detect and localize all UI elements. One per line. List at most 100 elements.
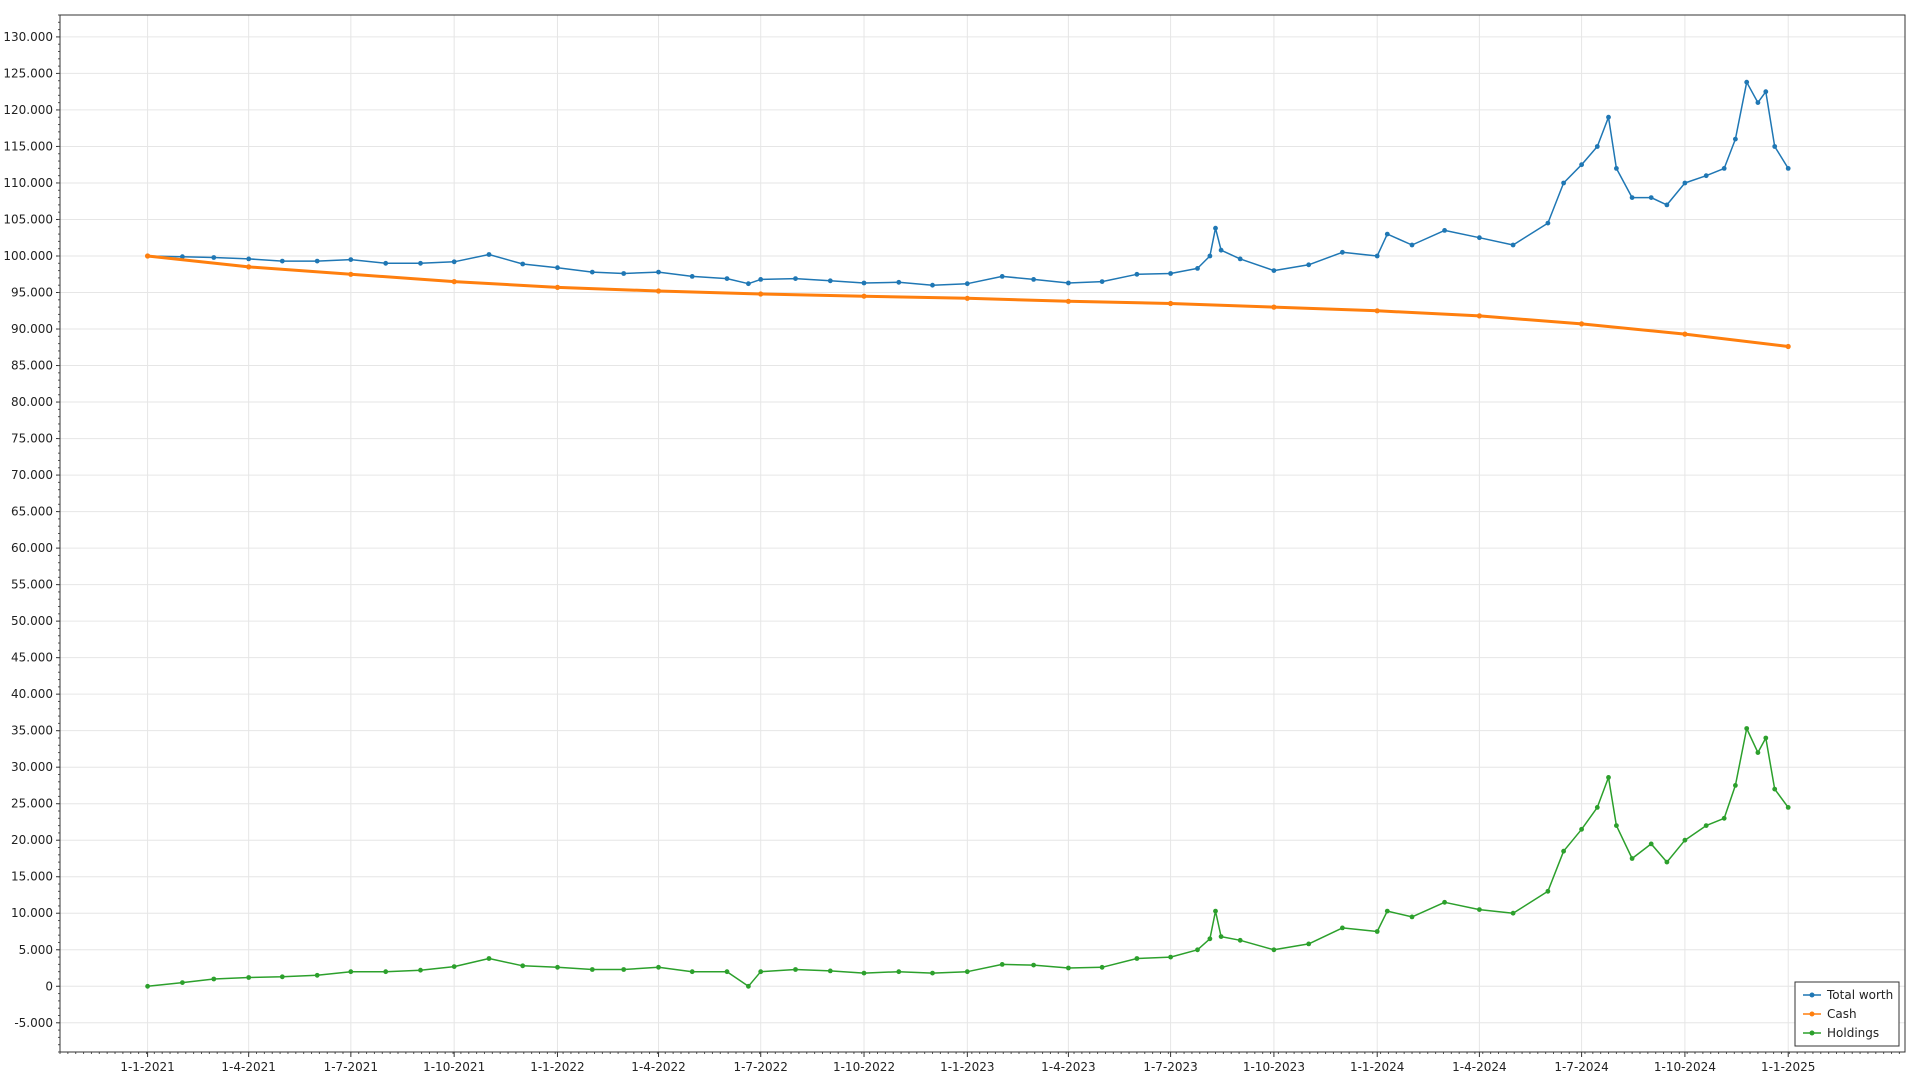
- data-point: [520, 963, 526, 969]
- x-tick-label: 1-4-2023: [1041, 1060, 1095, 1074]
- y-tick-label: 45.000: [11, 651, 53, 665]
- data-point: [1755, 100, 1761, 105]
- x-tick-label: 1-7-2021: [324, 1060, 378, 1074]
- data-point: [1065, 298, 1071, 304]
- data-point: [279, 258, 285, 264]
- data-point: [1721, 166, 1727, 171]
- data-point: [1721, 815, 1727, 821]
- data-point: [655, 288, 662, 294]
- data-point: [451, 279, 457, 285]
- data-point: [1614, 823, 1619, 828]
- y-tick-label: 50.000: [11, 614, 53, 628]
- data-point: [1409, 242, 1415, 248]
- x-tick-label: 1-10-2021: [423, 1060, 485, 1074]
- data-point: [1168, 954, 1173, 960]
- data-point: [1785, 166, 1791, 171]
- data-point: [1476, 313, 1482, 319]
- data-point: [861, 280, 867, 286]
- data-point: [1384, 908, 1390, 914]
- data-point: [793, 276, 798, 281]
- legend-label: Total worth: [1826, 988, 1893, 1002]
- data-point: [724, 276, 730, 281]
- data-point: [1682, 331, 1688, 337]
- data-point: [1648, 195, 1654, 201]
- data-point: [1218, 934, 1224, 939]
- data-point: [1213, 225, 1218, 231]
- y-tick-label: 120.000: [3, 103, 53, 117]
- legend-marker: [1809, 992, 1815, 998]
- data-point: [145, 983, 151, 989]
- data-point: [861, 970, 867, 976]
- x-tick-label: 1-1-2024: [1350, 1060, 1404, 1074]
- data-point: [1237, 256, 1243, 262]
- data-point: [1031, 277, 1036, 282]
- data-point: [246, 975, 252, 980]
- series-cash: [145, 253, 1791, 350]
- data-point: [1744, 79, 1750, 85]
- data-point: [1606, 114, 1611, 120]
- data-point: [999, 962, 1005, 967]
- data-point: [348, 271, 354, 277]
- data-point: [689, 969, 695, 975]
- data-point: [964, 281, 970, 287]
- y-tick-label: 115.000: [3, 139, 53, 153]
- data-point: [827, 968, 833, 974]
- y-tick-label: 65.000: [11, 505, 53, 519]
- data-point: [1195, 266, 1200, 271]
- data-point: [896, 279, 902, 285]
- series-line: [147, 254, 1789, 348]
- data-point: [1306, 262, 1312, 268]
- data-point: [1271, 268, 1277, 273]
- data-point: [1442, 228, 1447, 233]
- data-point: [1579, 826, 1584, 832]
- data-point: [180, 980, 185, 985]
- data-point: [1579, 321, 1585, 327]
- data-point: [930, 282, 935, 288]
- data-point: [1374, 253, 1380, 259]
- data-point: [758, 277, 764, 282]
- data-point: [1772, 144, 1778, 149]
- data-point: [451, 964, 457, 969]
- y-tick-label: 25.000: [11, 797, 53, 811]
- data-point: [520, 261, 526, 267]
- data-point: [1510, 242, 1516, 248]
- y-tick-label: 110.000: [3, 176, 53, 190]
- data-point: [1682, 180, 1688, 186]
- data-point: [486, 956, 492, 961]
- data-point: [1763, 89, 1769, 95]
- data-point: [1682, 837, 1688, 843]
- data-point: [964, 969, 970, 975]
- data-point: [758, 969, 764, 975]
- data-point: [1409, 914, 1415, 920]
- data-point: [621, 271, 627, 276]
- y-tick-label: 90.000: [11, 322, 53, 336]
- legend: Total worth Cash Holdings: [1794, 981, 1900, 1047]
- data-point: [1374, 308, 1380, 314]
- data-point: [486, 252, 492, 257]
- data-point: [1237, 937, 1243, 943]
- plot-frame: [59, 14, 1906, 1053]
- data-point: [1664, 859, 1670, 865]
- y-tick-label: 80.000: [11, 395, 53, 409]
- data-point: [1271, 304, 1277, 310]
- x-tick-label: 1-10-2023: [1243, 1060, 1305, 1074]
- data-point: [1510, 910, 1516, 916]
- x-tick-label: 1-7-2024: [1554, 1060, 1608, 1074]
- data-point: [1099, 964, 1105, 970]
- data-point: [211, 255, 217, 260]
- y-tick-label: 5.000: [19, 943, 53, 957]
- y-tick-label: 55.000: [11, 578, 53, 592]
- legend-label: Cash: [1827, 1007, 1857, 1021]
- y-tick-label: 125.000: [3, 66, 53, 80]
- x-tick-label: 1-10-2024: [1654, 1060, 1716, 1074]
- data-point: [246, 264, 252, 270]
- data-point: [1763, 735, 1769, 741]
- data-point: [896, 969, 902, 975]
- data-point: [1134, 271, 1140, 277]
- data-point: [589, 967, 595, 972]
- data-point: [1733, 136, 1738, 142]
- data-point: [689, 274, 695, 279]
- x-tick-label: 1-1-2021: [120, 1060, 174, 1074]
- y-tick-label: 60.000: [11, 541, 53, 555]
